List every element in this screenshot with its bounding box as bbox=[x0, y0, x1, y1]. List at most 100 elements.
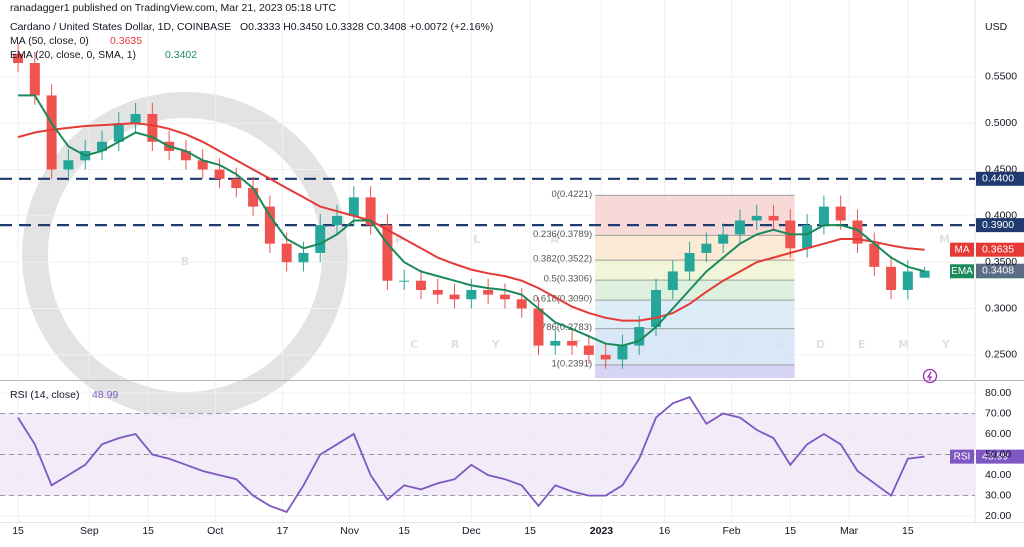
candle-body bbox=[701, 243, 712, 253]
x-tick-label: 15 bbox=[12, 525, 24, 537]
symbol: Cardano / United States Dollar, 1D, COIN… bbox=[10, 21, 231, 33]
fib-label: 0.5(0.3306) bbox=[544, 274, 593, 285]
candle-body bbox=[919, 270, 930, 278]
candle-body bbox=[651, 289, 662, 328]
x-tick-label: Nov bbox=[340, 525, 359, 537]
candle-body bbox=[818, 206, 829, 226]
candle-body bbox=[802, 225, 813, 249]
fib-label: 1(0.2391) bbox=[551, 358, 592, 369]
candle-body bbox=[315, 225, 326, 253]
x-tick-label: Dec bbox=[462, 525, 481, 537]
x-tick-label: 15 bbox=[784, 525, 796, 537]
y-tick-label: 70.00 bbox=[985, 407, 1011, 419]
fib-band bbox=[595, 364, 795, 378]
candle-body bbox=[264, 206, 275, 244]
level-tag-label: 0.4400 bbox=[982, 173, 1014, 185]
x-tick-label: 2023 bbox=[590, 525, 614, 537]
candle-body bbox=[734, 220, 745, 235]
candle-body bbox=[499, 294, 510, 300]
legend-value: 48.99 bbox=[92, 389, 118, 401]
y-tick-label: 20.00 bbox=[985, 510, 1011, 522]
candle-body bbox=[583, 345, 594, 355]
fib-band bbox=[595, 328, 795, 365]
y-tick-label: 60.00 bbox=[985, 428, 1011, 440]
candle-body bbox=[399, 280, 410, 282]
candle-body bbox=[248, 188, 259, 207]
x-tick-label: Sep bbox=[80, 525, 99, 537]
fib-band bbox=[595, 195, 795, 236]
legend-value: 0.3635 bbox=[110, 35, 142, 47]
candle-body bbox=[718, 234, 729, 244]
candle-body bbox=[147, 113, 158, 142]
candle-body bbox=[63, 160, 74, 170]
candle-body bbox=[46, 95, 57, 170]
candle-body bbox=[869, 243, 880, 267]
candle-body bbox=[382, 225, 393, 281]
y-tick-label: 50.00 bbox=[985, 448, 1011, 460]
candle-body bbox=[600, 354, 611, 360]
candle-body bbox=[886, 266, 897, 290]
series-tag-label: MA bbox=[955, 244, 970, 255]
candle-body bbox=[29, 63, 40, 96]
candle-body bbox=[231, 178, 242, 189]
watermark-logo-letter: B bbox=[181, 255, 189, 268]
candle-body bbox=[365, 197, 376, 226]
candle-body bbox=[533, 308, 544, 346]
fib-band bbox=[595, 260, 795, 281]
candle-body bbox=[214, 169, 225, 179]
candle-body bbox=[332, 215, 343, 226]
y-tick-label: 0.5000 bbox=[985, 117, 1017, 129]
series-tag bbox=[950, 449, 974, 464]
x-tick-label: Oct bbox=[207, 525, 223, 537]
price-tag-label: 48.99 bbox=[982, 450, 1008, 462]
y-tick-label: 30.00 bbox=[985, 489, 1011, 501]
price-tag bbox=[976, 242, 1024, 257]
x-tick-label: 15 bbox=[142, 525, 154, 537]
candle-body bbox=[415, 280, 426, 290]
price-tag bbox=[976, 263, 1024, 278]
candle-body bbox=[13, 53, 24, 63]
pane-title: RSI (14, close) bbox=[10, 389, 79, 401]
level-tag bbox=[976, 171, 1024, 186]
axis-label: USD bbox=[985, 21, 1008, 33]
candle-body bbox=[432, 289, 443, 295]
candle-body bbox=[96, 141, 107, 152]
candle-body bbox=[617, 345, 628, 360]
x-tick-label: 17 bbox=[277, 525, 289, 537]
ma-line bbox=[18, 94, 925, 347]
legend-entry: EMA (20, close, 0, SMA, 1) bbox=[10, 49, 136, 61]
candle-body bbox=[567, 340, 578, 346]
x-tick-label: 15 bbox=[902, 525, 914, 537]
y-tick-label: 0.4500 bbox=[985, 163, 1017, 175]
x-tick-label: 15 bbox=[524, 525, 536, 537]
legend-value: 0.3402 bbox=[165, 49, 197, 61]
price-tag-label: 0.3408 bbox=[982, 264, 1014, 276]
rsi-line bbox=[17, 396, 925, 514]
fib-band bbox=[595, 235, 795, 261]
fib-label: 0.382(0.3522) bbox=[533, 254, 592, 265]
candle-body bbox=[180, 151, 191, 161]
event-icon bbox=[922, 368, 938, 384]
series-tag-label: EMA bbox=[951, 266, 973, 277]
fib-label: 0(0.4221) bbox=[551, 189, 592, 200]
pane: RSI (14, close) 48.99 RSI 48.99 bbox=[0, 389, 1024, 517]
level-tag-label: 0.3900 bbox=[982, 219, 1014, 231]
y-tick-label: 0.3000 bbox=[985, 302, 1017, 314]
x-tick-label: Mar bbox=[840, 525, 859, 537]
ma-line bbox=[17, 122, 925, 322]
y-tick-label: 80.00 bbox=[985, 387, 1011, 399]
y-tick-label: 0.3500 bbox=[985, 256, 1017, 268]
ohlc: O0.3333 H0.3450 L0.3328 C0.3408 +0.0072 … bbox=[240, 21, 493, 33]
candle-body bbox=[130, 113, 141, 124]
candle-body bbox=[281, 243, 292, 263]
candle-body bbox=[667, 271, 678, 290]
y-tick-label: 0.2500 bbox=[985, 349, 1017, 361]
candle-body bbox=[197, 160, 208, 170]
legend-entry: MA (50, close, 0) bbox=[10, 35, 89, 47]
candle-body bbox=[835, 206, 846, 221]
price-tag-label: 0.3635 bbox=[982, 243, 1014, 255]
candle-body bbox=[550, 340, 561, 346]
candle-body bbox=[348, 197, 359, 216]
